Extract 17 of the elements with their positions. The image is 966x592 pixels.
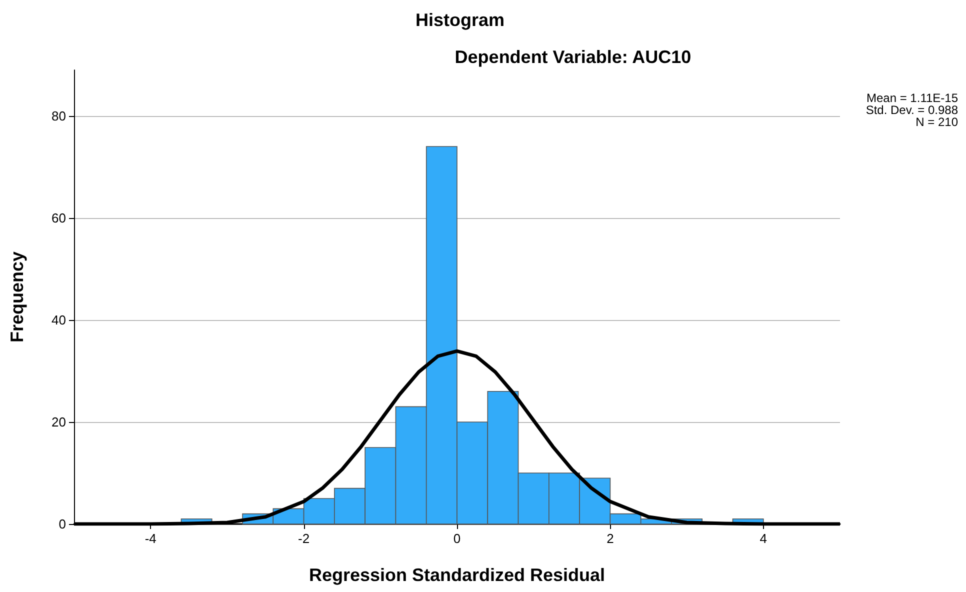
text: Std. Dev. = 0.988 [866, 103, 958, 117]
y-tick-label: 80 [52, 108, 66, 124]
y-tick-label: 60 [52, 210, 66, 226]
x-tick-label: -4 [144, 531, 156, 546]
x-tick-label: 2 [606, 531, 614, 546]
chart-title: Histogram [415, 10, 505, 30]
y-axis-title: Frequency [7, 251, 27, 343]
text: N = 210 [916, 115, 958, 129]
chart-subtitle: Dependent Variable: AUC10 [454, 47, 692, 67]
text: Mean = 1.11E-15 [866, 91, 958, 105]
x-axis-title: Regression Standardized Residual [308, 565, 606, 585]
x-tick-label: 0 [453, 531, 461, 546]
y-tick-label: 40 [52, 312, 66, 328]
x-tick-label: -2 [298, 531, 310, 546]
x-tick-label: 4 [760, 531, 768, 546]
y-tick-label: 20 [52, 414, 66, 430]
y-tick-label: 0 [58, 516, 66, 532]
